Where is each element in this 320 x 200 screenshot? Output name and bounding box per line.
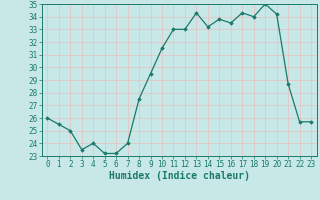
- X-axis label: Humidex (Indice chaleur): Humidex (Indice chaleur): [109, 171, 250, 181]
